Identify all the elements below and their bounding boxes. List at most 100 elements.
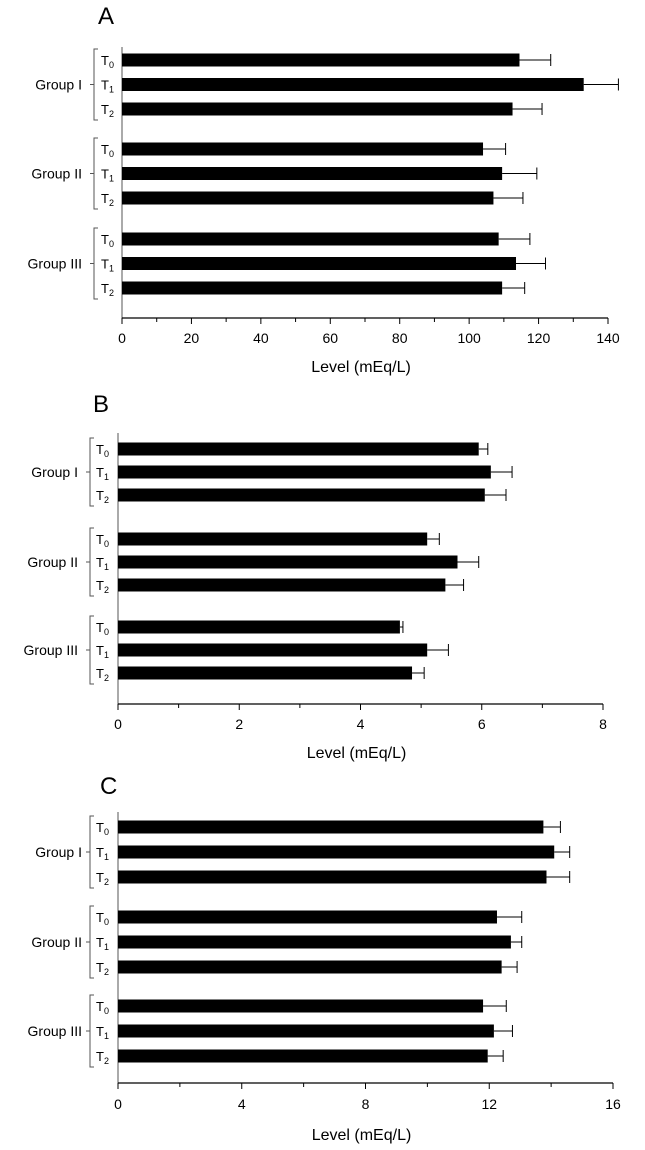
x-tick-label: 40	[253, 330, 269, 346]
bar	[118, 1049, 488, 1063]
x-tick-label: 2	[235, 716, 243, 732]
bar	[118, 960, 502, 974]
panel-letter: B	[93, 391, 109, 418]
group-bracket	[89, 615, 94, 685]
x-tick-label: 12	[481, 1096, 497, 1112]
x-axis-title: Level (mEq/L)	[311, 359, 411, 376]
bar	[118, 442, 479, 456]
bar-label: T1	[96, 1024, 109, 1041]
x-tick-label: 8	[599, 716, 607, 732]
panel-c: C 0 4 8 12 16 Level (mEq/L) Group I T0 T1 T2 Group …	[28, 773, 621, 1144]
group-label: Group III	[24, 642, 78, 658]
bar	[122, 78, 584, 91]
group-label: Group I	[35, 77, 82, 93]
bar	[118, 935, 511, 949]
group-bracket	[93, 137, 98, 210]
bar	[118, 910, 497, 924]
bar	[122, 257, 517, 270]
x-axis-title: Level (mEq/L)	[312, 1127, 412, 1144]
bar-label: T0	[96, 999, 109, 1016]
bar	[118, 555, 458, 569]
bar-label: T1	[96, 643, 109, 660]
bar-label: T2	[96, 870, 109, 887]
x-tick-label: 100	[457, 330, 481, 346]
panel-letter: A	[98, 3, 114, 30]
x-tick-label: 0	[114, 1096, 122, 1112]
bar-label: T2	[96, 666, 109, 683]
bar	[122, 142, 484, 156]
bar-label: T1	[96, 555, 109, 572]
bar-label: T2	[96, 578, 109, 595]
bar	[118, 666, 413, 680]
x-tick-label: 16	[605, 1096, 621, 1112]
bar-label: T1	[101, 167, 114, 184]
panel-b: B 0 2 4 6 8 Level (mEq/L) Group I T0 T1 T2 Group II…	[24, 391, 608, 762]
bar-label: T1	[96, 845, 109, 862]
group-label: Group I	[31, 464, 78, 480]
bar-label: T2	[101, 191, 114, 208]
group-bracket	[89, 905, 94, 979]
x-tick-label: 20	[184, 330, 200, 346]
x-axis-title: Level (mEq/L)	[307, 745, 407, 762]
group-label: Group II	[31, 166, 82, 182]
group-label: Group III	[28, 1023, 82, 1039]
group-label: Group II	[31, 934, 82, 950]
x-tick-label: 8	[362, 1096, 370, 1112]
bar-label: T0	[96, 532, 109, 549]
group-label: Group I	[35, 844, 82, 860]
bar	[118, 999, 484, 1013]
bar	[118, 620, 400, 634]
panel-letter: C	[100, 773, 117, 800]
bar	[118, 820, 544, 834]
bar	[118, 845, 555, 859]
bar-label: T2	[96, 960, 109, 977]
group-bracket	[93, 48, 98, 121]
bar	[122, 53, 520, 67]
bar-label: T0	[101, 232, 114, 249]
bar	[122, 281, 503, 295]
x-tick-label: 4	[238, 1096, 246, 1112]
bar-label: T0	[101, 53, 114, 70]
x-tick-label: 60	[322, 330, 338, 346]
bar-label: T1	[101, 78, 114, 95]
bar	[118, 532, 428, 546]
bar-label: T0	[101, 142, 114, 159]
bar	[122, 191, 494, 205]
x-tick-label: 120	[527, 330, 551, 346]
x-tick-label: 4	[357, 716, 365, 732]
bar-label: T0	[96, 910, 109, 927]
bar	[122, 232, 499, 246]
group-label: Group III	[28, 256, 82, 272]
x-tick-label: 80	[392, 330, 408, 346]
bar-label: T1	[101, 257, 114, 274]
bar-label: T2	[96, 488, 109, 505]
bar-label: T1	[96, 465, 109, 482]
bar-label: T2	[101, 281, 114, 298]
bar	[118, 1024, 494, 1038]
group-bracket	[89, 815, 94, 889]
x-tick-label: 0	[114, 716, 122, 732]
group-bracket	[89, 994, 94, 1068]
bar-label: T0	[96, 820, 109, 837]
bar	[122, 102, 513, 116]
bar	[118, 578, 446, 592]
bar-label: T0	[96, 620, 109, 637]
bar-label: T2	[96, 1049, 109, 1066]
group-label: Group II	[27, 554, 78, 570]
bar-label: T0	[96, 442, 109, 459]
bar-label: T2	[101, 102, 114, 119]
group-bracket	[89, 437, 94, 507]
bar	[118, 488, 485, 502]
group-bracket	[89, 527, 94, 597]
bar	[122, 167, 503, 180]
bar	[118, 870, 547, 884]
panel-a: A 0 20 40 60 80 100 120 140 Level (mEq/L) Group I T…	[28, 3, 620, 376]
group-bracket	[93, 227, 98, 300]
bar	[118, 643, 428, 657]
bar-label: T1	[96, 935, 109, 952]
x-tick-label: 6	[478, 716, 486, 732]
x-tick-label: 0	[118, 330, 126, 346]
bar	[118, 465, 491, 479]
x-tick-label: 140	[596, 330, 620, 346]
